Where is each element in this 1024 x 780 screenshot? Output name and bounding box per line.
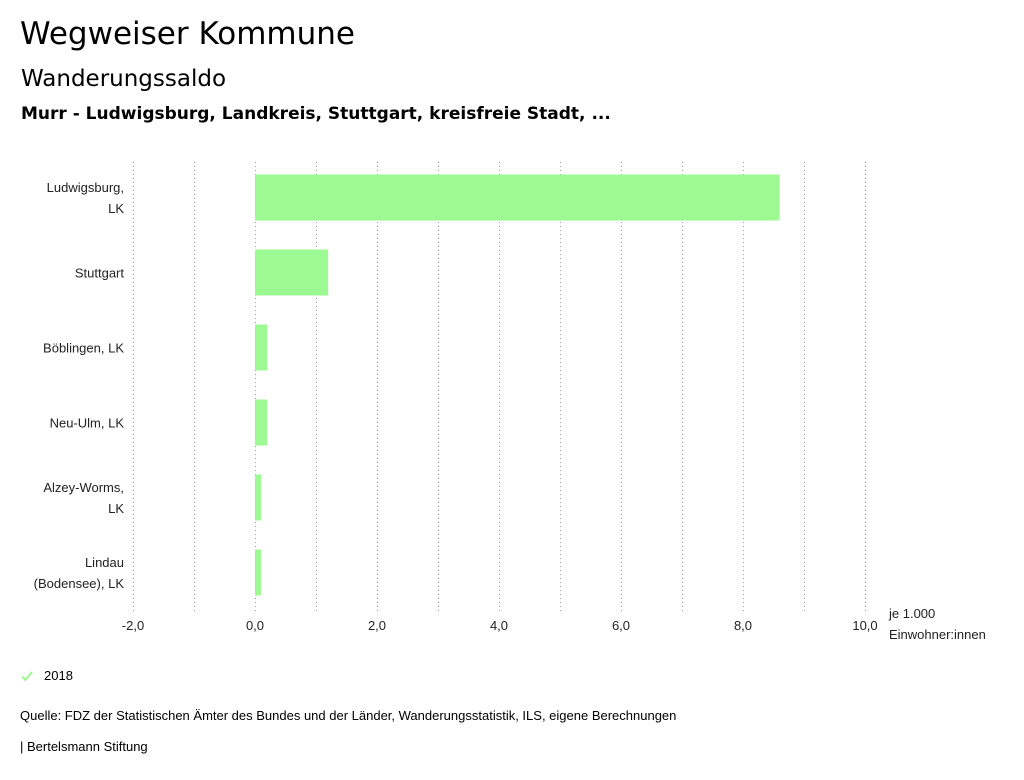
chart-subtitle: Wanderungssaldo <box>21 66 227 92</box>
check-icon <box>21 670 33 681</box>
category-label: Lindau (Bodensee), LK <box>34 555 125 591</box>
x-tick-label: 0,0 <box>246 618 264 633</box>
category-label: Stuttgart <box>75 266 125 281</box>
bar <box>255 324 268 371</box>
region-selector-label[interactable]: Murr - Ludwigsburg, Landkreis, Stuttgart… <box>21 104 611 124</box>
legend-label: 2018 <box>44 668 73 683</box>
x-tick-label: 10,0 <box>852 618 877 633</box>
bar <box>255 399 268 446</box>
category-label: Alzey-Worms, LK <box>43 480 124 516</box>
credit-link[interactable]: | Bertelsmann Stiftung <box>20 739 148 754</box>
x-tick-label: -2,0 <box>122 618 144 633</box>
x-tick-label: 6,0 <box>612 618 630 633</box>
bar <box>255 474 262 521</box>
category-label: Neu-Ulm, LK <box>50 416 125 431</box>
source-note: Quelle: FDZ der Statistischen Ämter des … <box>20 708 677 723</box>
bar-chart: -2,0 0,0 2,0 4,0 6,0 8,0 10,0 je 1.000 Einwohner… <box>34 162 986 642</box>
legend-item-2018[interactable]: 2018 <box>20 668 73 683</box>
page-title: Wegweiser Kommune <box>20 16 355 52</box>
category-label: Ludwigsburg, LK <box>47 180 125 216</box>
bar <box>255 249 329 296</box>
bar <box>255 174 780 221</box>
x-tick-label: 2,0 <box>368 618 386 633</box>
bar <box>255 549 262 596</box>
x-unit-label: je 1.000 <box>888 606 935 621</box>
category-label: Böblingen, LK <box>43 341 124 356</box>
x-tick-label: 8,0 <box>734 618 752 633</box>
x-unit-label: Einwohner:innen <box>889 627 986 642</box>
x-tick-label: 4,0 <box>490 618 508 633</box>
